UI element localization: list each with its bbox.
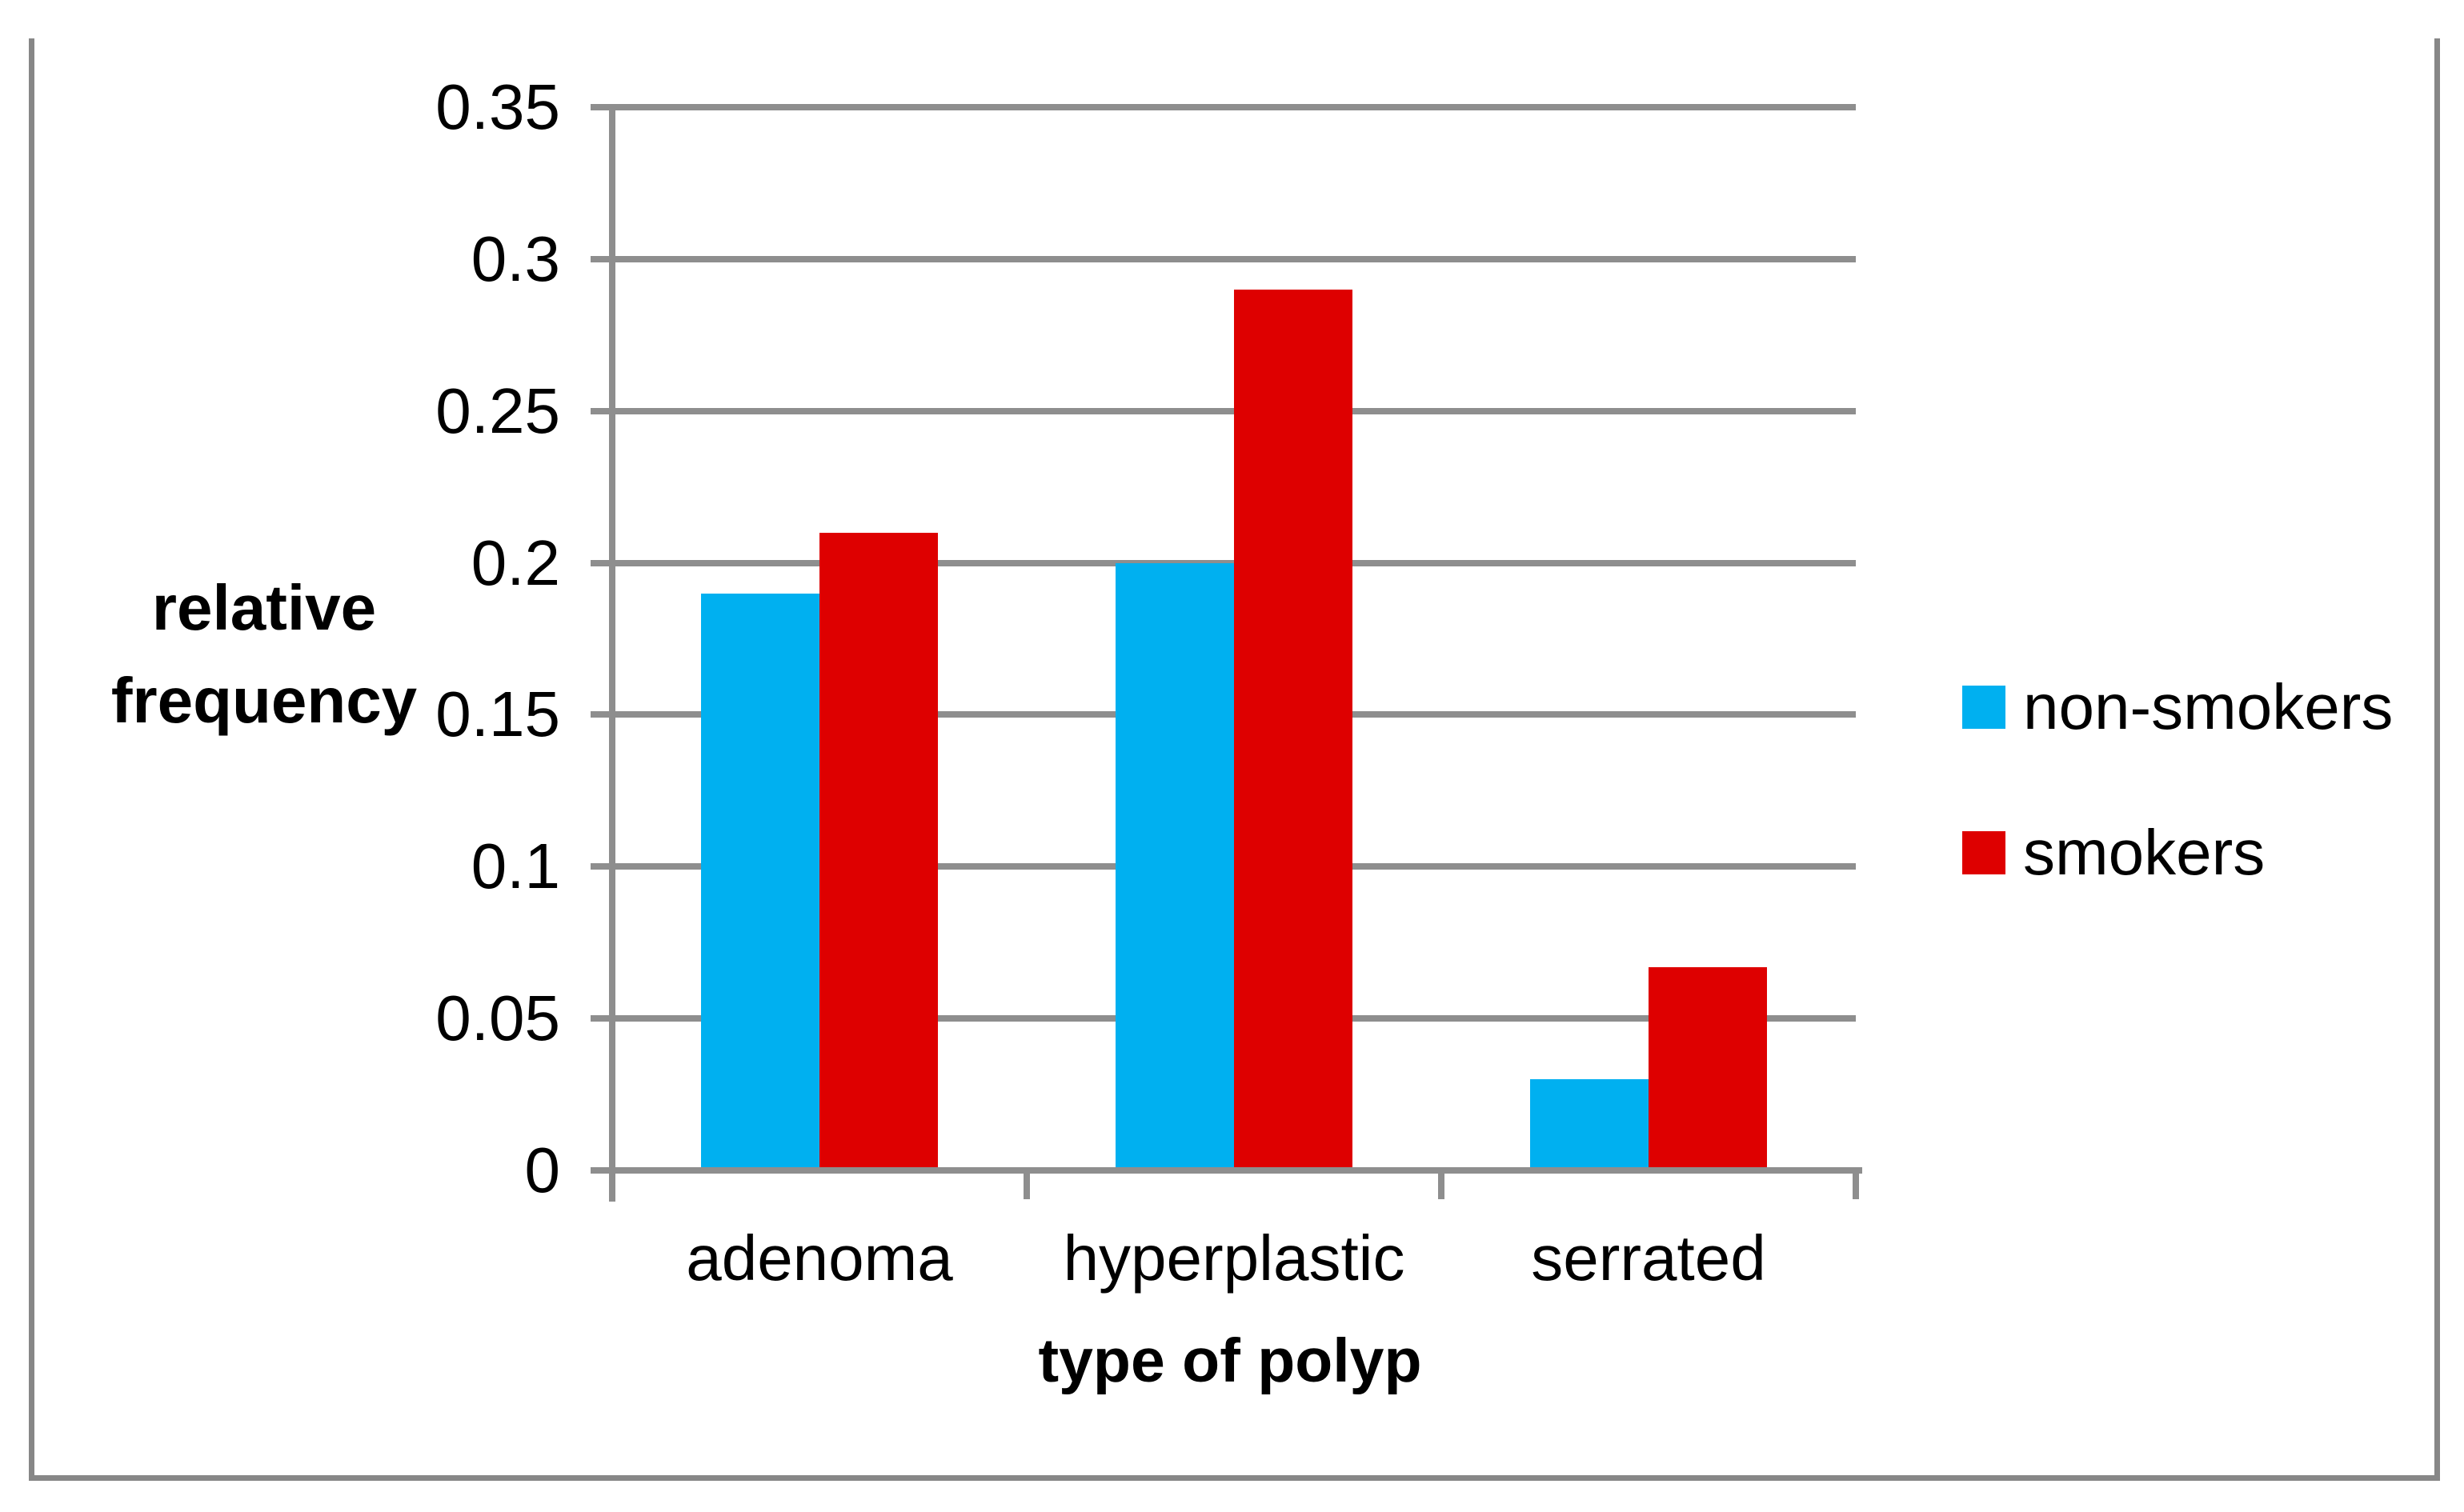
y-axis-title-line1: relative <box>151 572 377 643</box>
y-tick-label: 0.2 <box>471 527 560 598</box>
legend-swatch-non-smokers <box>1962 686 2005 729</box>
x-tick <box>1853 1167 1859 1199</box>
y-tick <box>591 560 632 566</box>
y-tick-label: 0.25 <box>435 375 560 446</box>
x-tick <box>1024 1167 1030 1199</box>
y-tick-label: 0.1 <box>471 830 560 902</box>
y-tick <box>591 256 632 262</box>
legend-swatch-smokers <box>1962 831 2005 874</box>
legend-item-non-smokers: non-smokers <box>1962 670 2393 745</box>
legend: non-smokers smokers <box>1962 670 2393 890</box>
y-tick <box>591 1015 632 1022</box>
gridline <box>612 256 1856 262</box>
y-axis-title: relative frequency <box>86 562 442 747</box>
y-axis-line <box>609 104 615 1202</box>
y-tick <box>591 863 632 870</box>
x-tick <box>1438 1167 1444 1199</box>
y-tick <box>591 408 632 414</box>
chart-frame <box>29 38 2440 1481</box>
bar-smokers-hyperplastic <box>1234 290 1352 1170</box>
legend-label-smokers: smokers <box>2023 817 2266 888</box>
legend-item-smokers: smokers <box>1962 815 2393 890</box>
y-tick-label: 0.35 <box>435 71 560 142</box>
x-tick <box>609 1167 615 1199</box>
x-axis-line <box>591 1167 1862 1174</box>
plot-area: 0 0.05 0.1 0.15 0.2 0.25 0.3 0.35 adenoma hyperpl… <box>435 71 1862 1294</box>
bar-non-smokers-adenoma <box>701 594 819 1170</box>
legend-label-non-smokers: non-smokers <box>2023 671 2394 742</box>
y-tick <box>591 104 632 110</box>
y-tick-label: 0.3 <box>471 223 560 294</box>
gridline <box>612 104 1856 110</box>
bar-smokers-adenoma <box>819 533 938 1170</box>
category-label-adenoma: adenoma <box>686 1222 953 1294</box>
y-tick-label: 0.05 <box>435 982 560 1054</box>
x-axis-title: type of polyp <box>1038 1326 1422 1395</box>
y-tick <box>591 711 632 718</box>
y-tick-label: 0 <box>524 1134 561 1206</box>
category-label-hyperplastic: hyperplastic <box>1063 1222 1405 1294</box>
bar-smokers-serrated <box>1649 967 1767 1170</box>
bar-non-smokers-serrated <box>1530 1079 1649 1170</box>
y-axis-title-line2: frequency <box>110 665 418 736</box>
y-tick-label: 0.15 <box>435 678 560 750</box>
bar-non-smokers-hyperplastic <box>1116 563 1234 1170</box>
category-label-serrated: serrated <box>1531 1222 1766 1294</box>
